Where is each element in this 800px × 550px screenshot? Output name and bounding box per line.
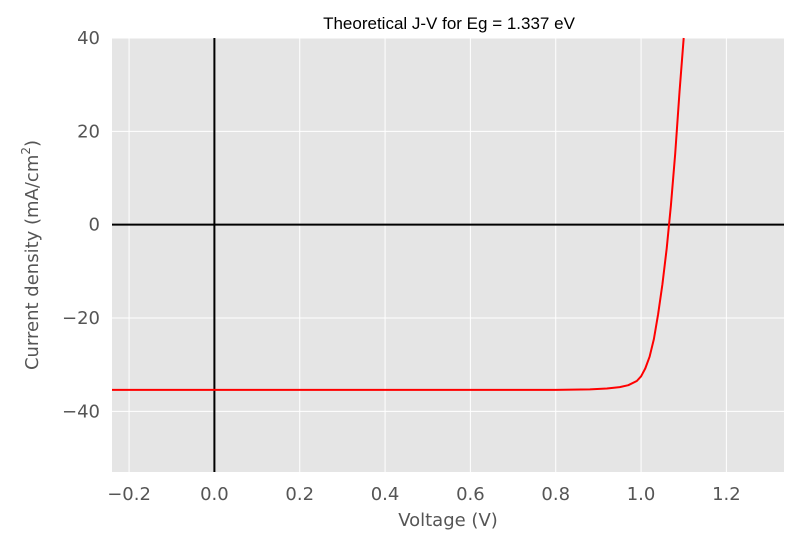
x-tick-label: 0.4 [371,484,400,505]
x-tick-labels: −0.2 0.0 0.2 0.4 0.6 0.8 1.0 1.2 [107,484,741,505]
reference-lines [112,38,784,472]
y-axis-label-main: Current density (mA/cm [22,155,43,370]
jv-curve [112,37,685,391]
y-tick-label: −20 [62,308,100,329]
y-tick-label: 40 [77,28,100,49]
y-tick-label: 20 [77,121,100,142]
plot-area [112,38,784,472]
y-tick-label: 0 [89,215,100,236]
series-layer [112,37,685,391]
y-tick-labels: −40 −20 0 20 40 [62,28,100,422]
y-axis-label-superscript: 2 [19,147,33,155]
x-tick-label: 0.0 [200,484,229,505]
x-tick-label: 1.2 [712,484,741,505]
x-tick-label: 0.6 [456,484,485,505]
y-tick-label: −40 [62,401,100,422]
y-axis-label: Current density (mA/cm2) [19,140,43,370]
x-tick-label: −0.2 [107,484,151,505]
x-tick-label: 0.8 [541,484,570,505]
y-axis-label-close: ) [22,140,43,147]
chart-title: Theoretical J-V for Eg = 1.337 eV [323,14,575,33]
x-tick-label: 0.2 [285,484,314,505]
x-tick-label: 1.0 [627,484,656,505]
x-axis-label: Voltage (V) [398,510,498,531]
